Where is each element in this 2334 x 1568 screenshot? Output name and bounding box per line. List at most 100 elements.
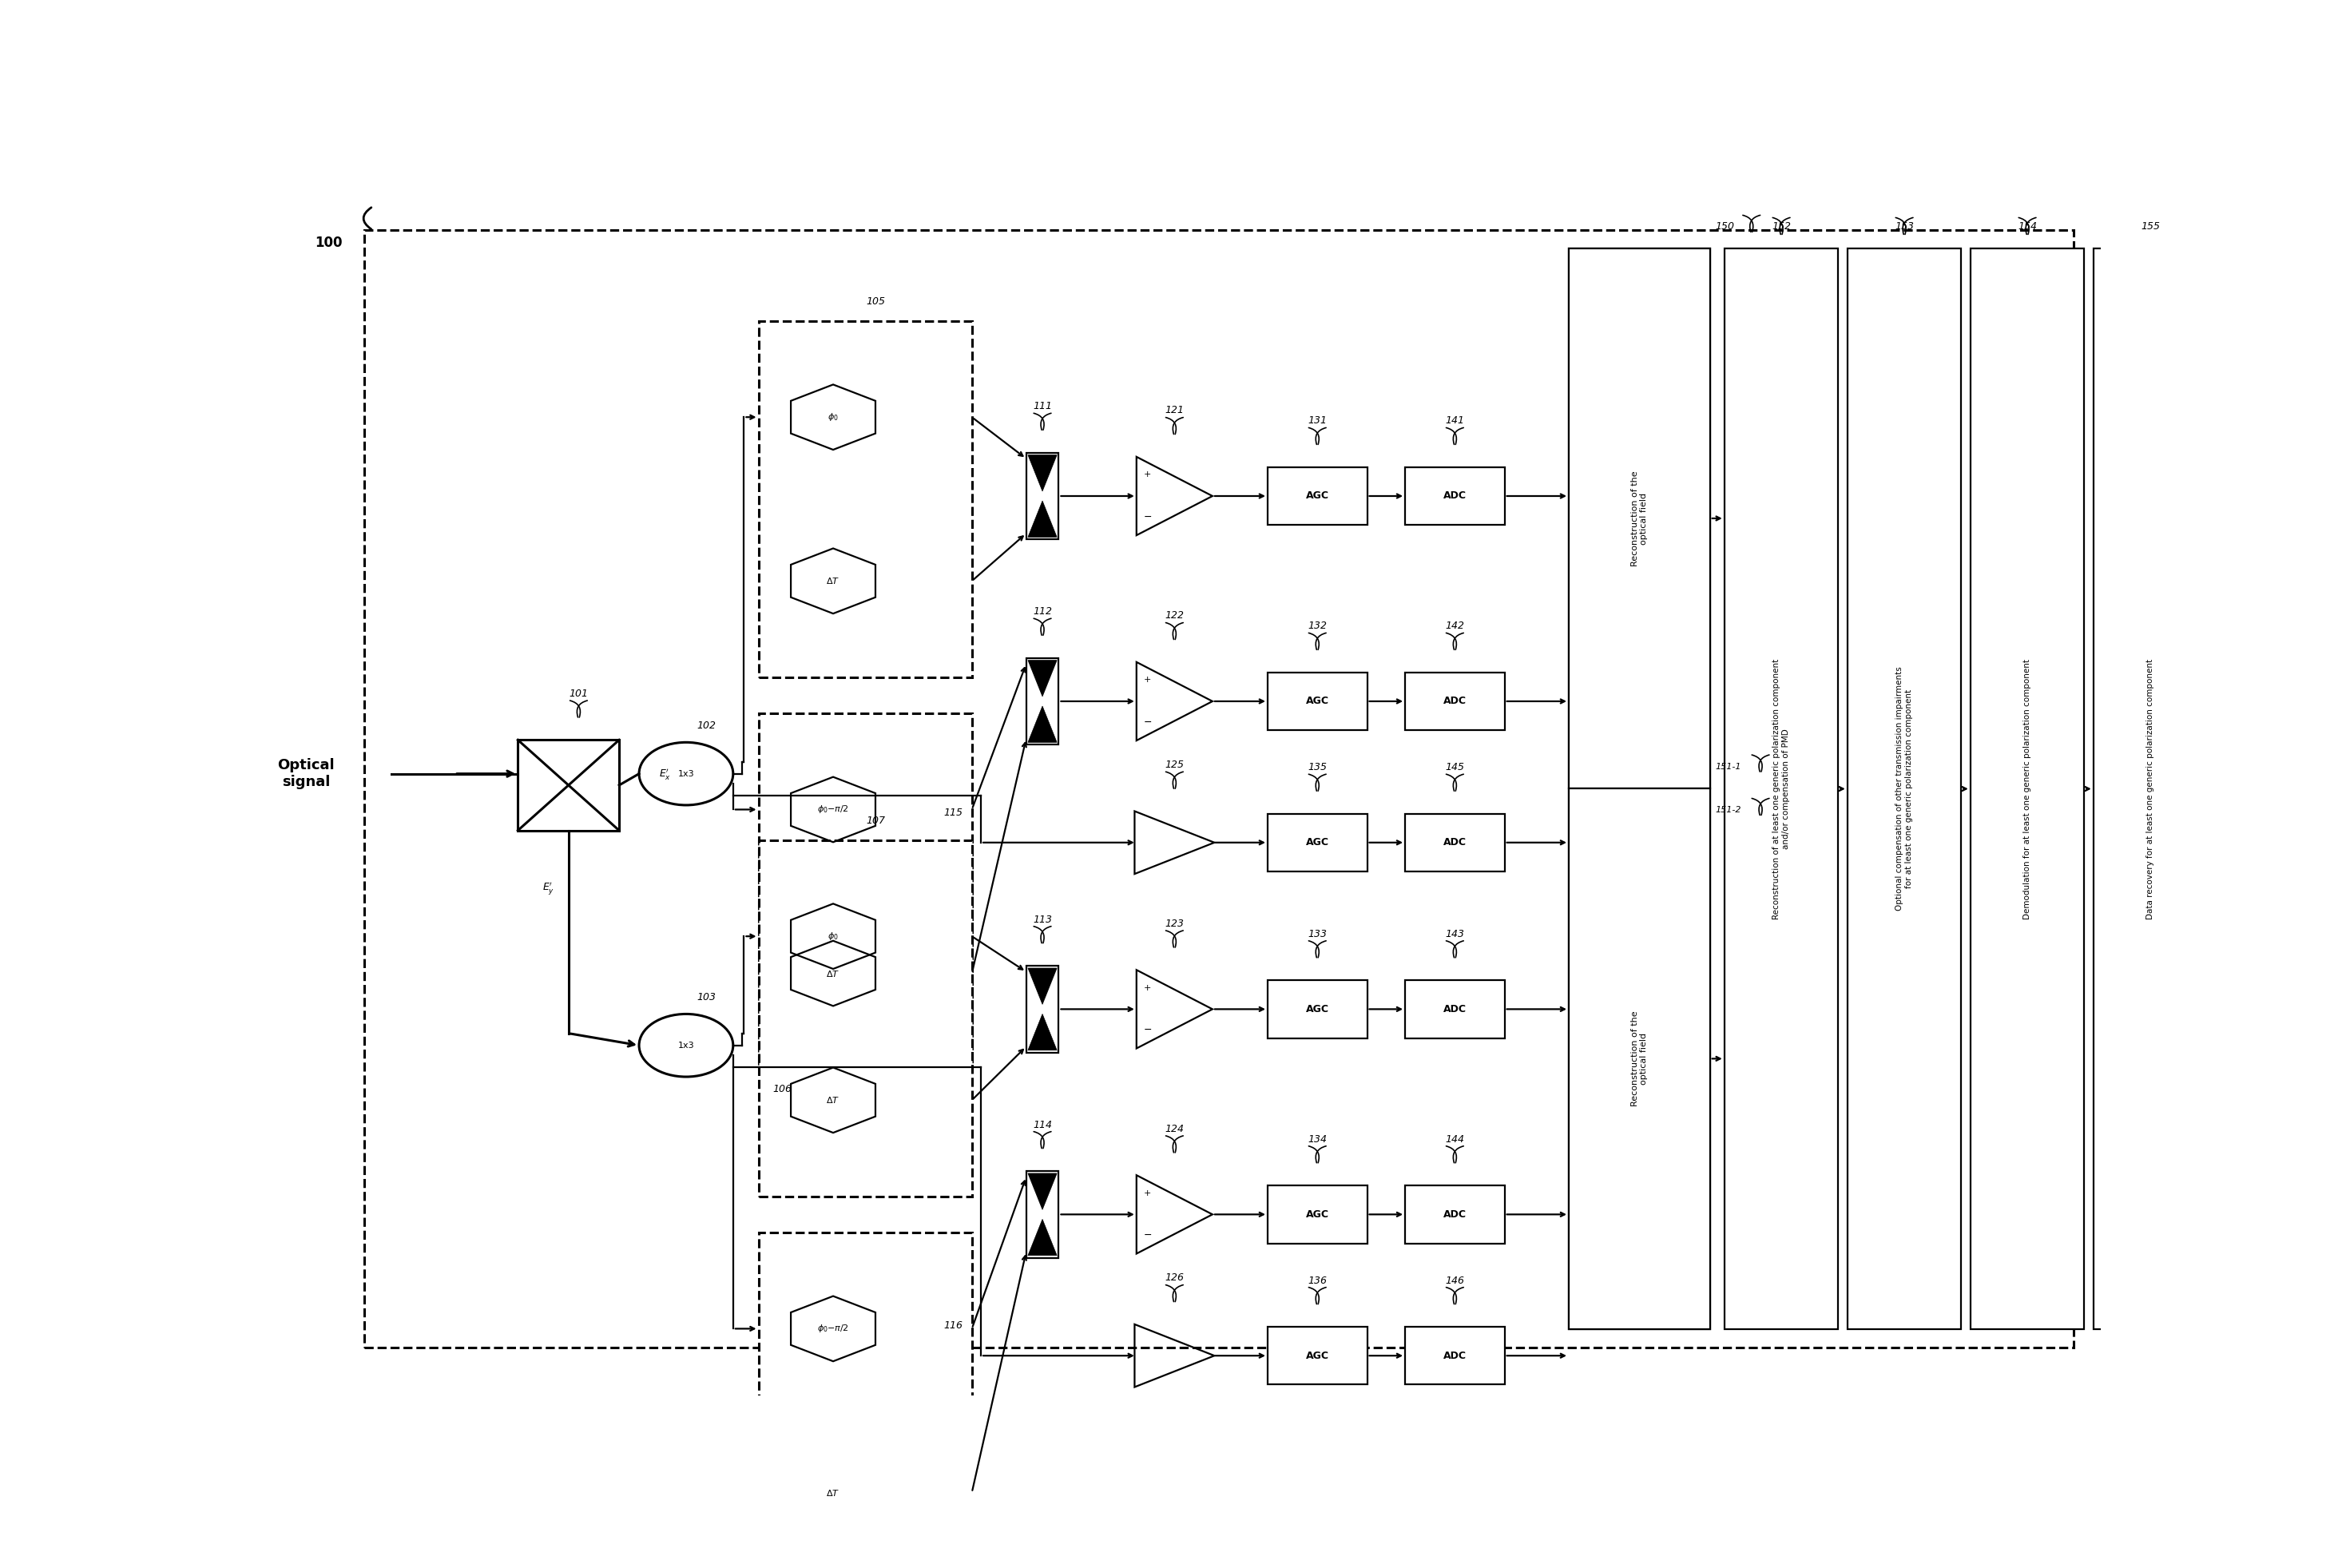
Text: AGC: AGC [1305, 837, 1328, 848]
Text: +: + [1144, 1189, 1151, 1198]
Text: −: − [1144, 1025, 1153, 1035]
Text: 153: 153 [1895, 221, 1914, 232]
Text: 107: 107 [866, 815, 885, 826]
Bar [1405, 1327, 1505, 1385]
Text: 105: 105 [866, 296, 885, 307]
Text: 144: 144 [1445, 1134, 1463, 1145]
Text: 145: 145 [1445, 762, 1463, 773]
Text: ADC: ADC [1442, 696, 1466, 707]
Text: 113: 113 [1034, 914, 1053, 925]
Text: $\phi_0$$-\pi/2$: $\phi_0$$-\pi/2$ [817, 804, 850, 815]
Bar [1405, 814, 1505, 872]
Text: +: + [1144, 985, 1151, 993]
Text: 155: 155 [2140, 221, 2159, 232]
Text: AGC: AGC [1305, 1350, 1328, 1361]
Polygon shape [1027, 455, 1057, 491]
Bar [1970, 249, 2084, 1330]
Text: $\phi_0$$-\pi/2$: $\phi_0$$-\pi/2$ [817, 1323, 850, 1334]
Text: 1x3: 1x3 [677, 770, 693, 778]
Polygon shape [1027, 1220, 1057, 1256]
Text: Reconstruction of the
optical field: Reconstruction of the optical field [1631, 1011, 1648, 1107]
Polygon shape [1027, 500, 1057, 538]
Text: 101: 101 [569, 688, 588, 699]
Text: 106: 106 [773, 1083, 791, 1094]
Text: 126: 126 [1165, 1273, 1183, 1283]
Text: 143: 143 [1445, 928, 1463, 939]
Bar [1267, 1185, 1368, 1243]
Text: AGC: AGC [1305, 1209, 1328, 1220]
Text: AGC: AGC [1305, 491, 1328, 502]
Text: Reconstruction of the
optical field: Reconstruction of the optical field [1631, 470, 1648, 566]
Polygon shape [1027, 1014, 1057, 1051]
Text: 134: 134 [1307, 1134, 1328, 1145]
Text: AGC: AGC [1305, 696, 1328, 707]
Bar [759, 1232, 971, 1568]
Text: 131: 131 [1307, 416, 1328, 426]
Text: 132: 132 [1307, 621, 1328, 632]
Text: 112: 112 [1034, 607, 1053, 616]
Bar [1267, 980, 1368, 1038]
Text: ADC: ADC [1442, 1209, 1466, 1220]
Bar [1405, 673, 1505, 731]
Text: ADC: ADC [1442, 1004, 1466, 1014]
Text: Data recovery for at least one generic polarization component: Data recovery for at least one generic p… [2147, 659, 2154, 919]
Text: 124: 124 [1165, 1124, 1183, 1134]
Text: Demodulation for at least one generic polarization component: Demodulation for at least one generic po… [2024, 659, 2031, 919]
Text: 125: 125 [1165, 760, 1183, 770]
Text: 141: 141 [1445, 416, 1463, 426]
Bar [759, 840, 971, 1196]
Bar [1027, 1171, 1060, 1258]
Text: 121: 121 [1165, 406, 1183, 416]
Text: $\Delta T$: $\Delta T$ [826, 969, 840, 978]
Bar [1568, 789, 1711, 1330]
Bar [1267, 1327, 1368, 1385]
Text: 122: 122 [1165, 610, 1183, 621]
Text: 146: 146 [1445, 1275, 1463, 1286]
Bar [1267, 467, 1368, 525]
Text: 151-2: 151-2 [1715, 806, 1741, 814]
Text: 135: 135 [1307, 762, 1328, 773]
Text: ADC: ADC [1442, 1350, 1466, 1361]
Text: 142: 142 [1445, 621, 1463, 632]
Text: 1x3: 1x3 [677, 1041, 693, 1049]
Text: +: + [1144, 470, 1151, 478]
Text: $\phi_0$: $\phi_0$ [829, 411, 838, 423]
Bar [1027, 659, 1060, 745]
Text: Reconstruction of at least one generic polarization component
and/or compensatio: Reconstruction of at least one generic p… [1774, 659, 1790, 919]
Bar [1267, 673, 1368, 731]
Text: ADC: ADC [1442, 491, 1466, 502]
Text: 100: 100 [315, 235, 343, 249]
Text: 136: 136 [1307, 1275, 1328, 1286]
Text: Optional compensation of other transmission impairments
for at least one generic: Optional compensation of other transmiss… [1895, 666, 1914, 911]
Text: 115: 115 [943, 808, 964, 817]
Bar [518, 740, 619, 831]
Text: −: − [1144, 717, 1153, 728]
Bar [1849, 249, 1961, 1330]
Text: $E_y'$: $E_y'$ [541, 881, 553, 897]
Bar [1027, 966, 1060, 1052]
Polygon shape [1027, 1173, 1057, 1209]
Text: 150: 150 [1715, 221, 1734, 232]
Text: +: + [1144, 676, 1151, 684]
Text: AGC: AGC [1305, 1004, 1328, 1014]
Bar [1568, 249, 1711, 1330]
Text: $\phi_0$: $\phi_0$ [829, 931, 838, 942]
Text: $\Delta T$: $\Delta T$ [826, 1096, 840, 1105]
Text: 102: 102 [698, 720, 717, 731]
Bar [1267, 814, 1368, 872]
Text: 133: 133 [1307, 928, 1328, 939]
Polygon shape [1027, 967, 1057, 1005]
Bar [759, 321, 971, 677]
Text: $\Delta T$: $\Delta T$ [826, 575, 840, 586]
Text: 151-1: 151-1 [1715, 762, 1741, 770]
Polygon shape [1027, 660, 1057, 696]
Text: 116: 116 [943, 1320, 964, 1331]
Text: $\Delta T$: $\Delta T$ [826, 1488, 840, 1497]
Text: Optical
signal: Optical signal [278, 759, 334, 789]
Polygon shape [1027, 706, 1057, 742]
Text: ADC: ADC [1442, 837, 1466, 848]
Bar [1405, 980, 1505, 1038]
Text: 114: 114 [1034, 1120, 1053, 1131]
Text: 123: 123 [1165, 919, 1183, 928]
Bar [2094, 249, 2208, 1330]
